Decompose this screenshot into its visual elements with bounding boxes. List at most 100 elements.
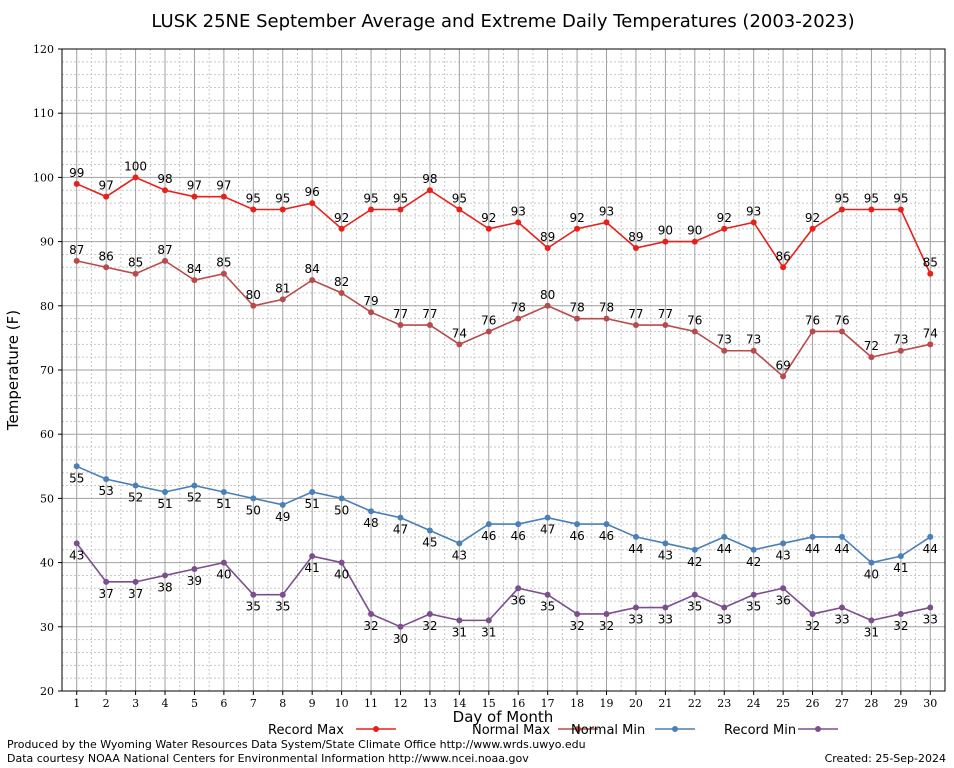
footer-data-source: Data courtesy NOAA National Centers for … [7,752,529,765]
normal-min-point [456,540,463,547]
record-min-data-label: 33 [658,613,673,627]
normal-max-point [250,302,257,309]
record-max-point [691,238,698,245]
normal-min-data-label: 40 [864,568,879,582]
y-tick-label: 60 [40,428,54,441]
normal-min-data-label: 52 [128,491,143,505]
record-max-point [662,238,669,245]
record-min-point [603,610,610,617]
record-min-point [574,610,581,617]
record-min-data-label: 40 [216,568,231,582]
normal-min-data-label: 46 [599,529,614,543]
y-tick-label: 30 [40,621,54,634]
record-min-data-label: 36 [511,593,526,607]
record-max-data-label: 98 [157,172,172,186]
x-tick-label: 24 [747,697,761,710]
record-max-point [279,206,286,213]
normal-min-data-label: 43 [658,548,673,562]
record-min-point [162,572,169,579]
record-min-data-label: 32 [422,619,437,633]
record-max-data-label: 86 [775,249,790,263]
y-tick-label: 120 [33,43,54,56]
normal-max-data-label: 84 [187,262,202,276]
normal-max-point [368,309,375,316]
y-axis-label: Temperature (F) [4,310,22,431]
x-tick-label: 19 [600,697,614,710]
y-tick-label: 20 [40,685,54,698]
normal-min-data-label: 45 [422,536,437,550]
record-min-point [838,604,845,611]
record-max-point [368,206,375,213]
normal-min-data-label: 44 [628,542,643,556]
record-max-point [250,206,257,213]
x-tick-label: 27 [835,697,849,710]
record-max-data-label: 90 [658,224,673,238]
x-tick-label: 15 [482,697,496,710]
x-tick-label: 12 [393,697,407,710]
record-max-point [809,225,816,232]
normal-max-data-label: 76 [805,313,820,327]
record-min-data-label: 31 [452,625,467,639]
record-min-point [191,566,198,573]
record-min-data-label: 31 [481,625,496,639]
record-max-point [868,206,875,213]
record-min-point [868,617,875,624]
normal-min-data-label: 53 [99,484,114,498]
y-tick-label: 70 [40,364,54,377]
record-min-data-label: 39 [187,574,202,588]
record-min-point [456,617,463,624]
x-tick-label: 5 [191,697,198,710]
normal-min-data-label: 47 [393,523,408,537]
normal-max-point [191,277,198,284]
normal-min-data-label: 44 [717,542,732,556]
normal-max-data-label: 72 [864,339,879,353]
record-min-data-label: 30 [393,632,408,646]
record-min-point [544,591,551,598]
record-min-point [73,540,80,547]
normal-max-data-label: 69 [775,358,790,372]
normal-max-point [515,315,522,322]
normal-min-data-label: 55 [69,471,84,485]
normal-min-point [162,488,169,495]
normal-max-point [338,289,345,296]
legend-label-normal-max: Normal Max [472,723,550,738]
record-min-data-label: 32 [805,619,820,633]
normal-max-data-label: 87 [69,243,84,257]
x-tick-label: 16 [511,697,525,710]
record-max-point [397,206,404,213]
record-max-data-label: 89 [628,230,643,244]
normal-max-point [780,373,787,380]
normal-min-data-label: 46 [481,529,496,543]
normal-max-data-label: 76 [481,313,496,327]
record-max-data-label: 92 [569,211,584,225]
x-tick-label: 3 [132,697,139,710]
record-max-point [927,270,934,277]
legend-marker-record-max [373,726,379,732]
normal-max-point [103,264,110,271]
normal-min-data-label: 42 [687,555,702,569]
record-max-point [574,225,581,232]
normal-min-point [485,521,492,528]
record-max-line [76,176,932,275]
normal-min-line [76,465,931,564]
normal-min-data-label: 46 [569,529,584,543]
record-max-data-label: 92 [805,211,820,225]
normal-min-data-label: 41 [893,561,908,575]
normal-max-point [397,322,404,329]
x-tick-label: 26 [806,697,820,710]
normal-max-point [485,328,492,335]
x-tick-label: 8 [279,697,286,710]
x-tick-label: 11 [364,697,378,710]
normal-min-point [662,540,669,547]
normal-max-data-label: 74 [452,326,467,340]
normal-min-point [927,533,934,540]
normal-min-point [397,514,404,521]
record-max-data-label: 92 [334,211,349,225]
normal-min-data-label: 46 [511,529,526,543]
record-max-data-label: 97 [187,179,202,193]
normal-max-data-label: 73 [893,333,908,347]
record-min-data-label: 35 [746,600,761,614]
normal-min-point [515,521,522,528]
record-max-point [838,206,845,213]
